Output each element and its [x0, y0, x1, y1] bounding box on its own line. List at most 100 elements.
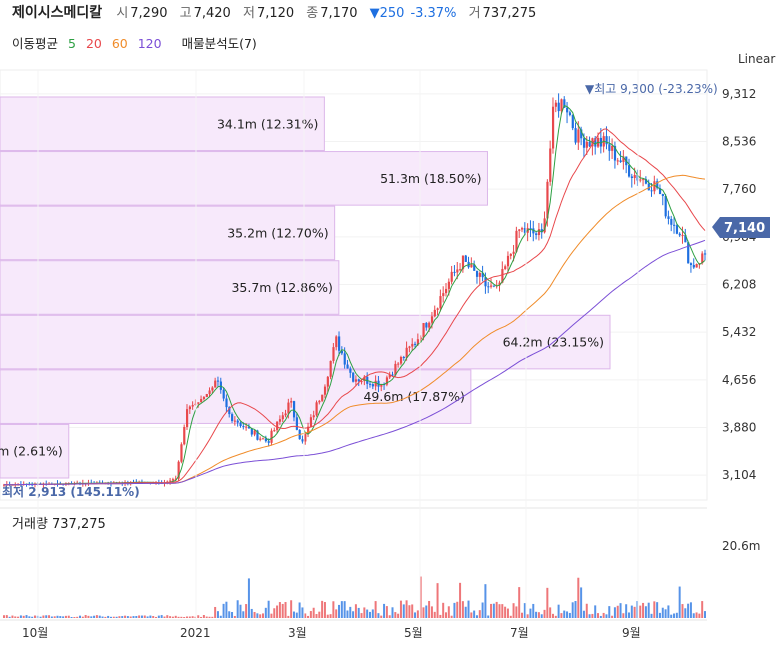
- candle-body: [644, 179, 648, 184]
- volume-bar: [295, 612, 298, 618]
- volume-bar: [321, 600, 324, 618]
- candle-body: [281, 415, 284, 420]
- candle-body: [284, 413, 287, 416]
- volume-bar: [371, 609, 374, 618]
- candle-body: [315, 402, 318, 416]
- volume-bar: [222, 603, 225, 618]
- candle-body: [650, 190, 653, 192]
- volume-bar: [633, 606, 636, 618]
- volume-bar: [428, 600, 431, 618]
- candle-body: [385, 377, 389, 385]
- candle-body: [608, 144, 611, 151]
- candle-body: [684, 234, 687, 243]
- volume-bar: [656, 602, 659, 618]
- candle-body: [338, 336, 341, 351]
- ma120-label[interactable]: 120: [137, 36, 162, 51]
- candle-body: [430, 316, 434, 323]
- moving-average-label[interactable]: 이동평균: [12, 36, 59, 51]
- close-label: 종: [306, 6, 319, 21]
- volume-bar: [90, 616, 93, 618]
- candle-body: [278, 419, 282, 422]
- volume-bar: [650, 613, 653, 618]
- stock-name[interactable]: 제이시스메디칼: [12, 5, 103, 21]
- candle-body: [256, 430, 259, 440]
- candle-body: [554, 102, 557, 107]
- candle-body: [425, 323, 428, 328]
- ma5-label[interactable]: 5: [68, 36, 76, 51]
- volume-panel: 거래량 737,275 20.6m: [0, 507, 760, 621]
- candle-body: [695, 264, 698, 268]
- candle-body: [594, 138, 597, 147]
- x-tick-label: 7월: [510, 626, 529, 640]
- candle-body: [349, 368, 352, 373]
- candle-body: [242, 426, 245, 428]
- volume-bar: [169, 616, 172, 618]
- candle-body: [363, 376, 366, 382]
- volume-profile-label: 34.1m (12.31%): [217, 116, 318, 131]
- scale-label[interactable]: Linear: [738, 52, 775, 66]
- volume-bar: [459, 582, 462, 618]
- volume-profile: 7.23m (2.61%)49.6m (17.87%)64.2m (23.15%…: [0, 96, 611, 479]
- volume-bar: [284, 602, 287, 618]
- volume-bar: [605, 614, 608, 618]
- candle-body: [185, 409, 189, 427]
- volume-bar: [563, 610, 566, 618]
- volume-bar: [394, 612, 397, 618]
- volume-bar: [171, 616, 174, 618]
- volume-profile-label[interactable]: 매물분석도(7): [181, 36, 257, 51]
- volume-bar: [540, 614, 543, 618]
- volume-bar: [574, 601, 577, 618]
- volume-bar: [580, 587, 583, 618]
- volume-bar: [602, 612, 605, 618]
- volume-bar: [332, 601, 335, 618]
- candle-body: [560, 99, 563, 112]
- candle-body: [197, 402, 200, 404]
- candle-body: [405, 347, 408, 358]
- candle-body: [501, 268, 504, 283]
- volume-bar: [107, 615, 110, 618]
- volume-profile-bar: [0, 205, 336, 261]
- volume-bar: [253, 611, 256, 618]
- volume-bar: [219, 615, 222, 618]
- volume-bar: [166, 615, 169, 618]
- candle-body: [642, 179, 645, 181]
- volume-bar: [597, 613, 600, 618]
- candle-body: [357, 379, 360, 382]
- volume-bar: [453, 602, 456, 618]
- candle-body: [444, 288, 448, 294]
- volume-bar: [673, 613, 676, 618]
- volume-bar: [14, 616, 17, 618]
- x-axis: 10월 2021 3월 5월 7월 9월: [22, 70, 641, 640]
- volume-bar: [642, 602, 645, 618]
- volume-bar: [554, 615, 557, 618]
- candle-body: [515, 230, 518, 252]
- volume-bar: [684, 608, 687, 618]
- volume-label: 거: [468, 6, 481, 21]
- volume-bar: [644, 606, 647, 618]
- volume-bar: [228, 611, 231, 618]
- high-value: 7,420: [193, 6, 231, 21]
- volume-bar: [509, 615, 512, 618]
- volume-bar: [484, 584, 487, 618]
- candle-body: [687, 242, 690, 264]
- volume-bar: [3, 615, 5, 618]
- candle-body: [475, 270, 479, 277]
- ma20-label[interactable]: 20: [85, 36, 102, 51]
- candle-body: [231, 414, 234, 421]
- volume-bar: [326, 614, 329, 618]
- candle-body: [681, 234, 684, 236]
- volume-bar: [278, 602, 281, 618]
- y-tick-label: 5,432: [722, 325, 756, 339]
- candle-body: [391, 374, 394, 376]
- candle-body: [549, 148, 552, 182]
- volume-bar: [498, 604, 501, 618]
- volume-bar: [653, 601, 656, 618]
- candle-body: [622, 156, 625, 163]
- candle-body: [332, 347, 335, 361]
- candle-body: [481, 272, 484, 278]
- ma60-label[interactable]: 60: [111, 36, 128, 51]
- volume-bar: [419, 576, 422, 618]
- volume-bar: [687, 603, 690, 618]
- candle-body: [211, 387, 214, 391]
